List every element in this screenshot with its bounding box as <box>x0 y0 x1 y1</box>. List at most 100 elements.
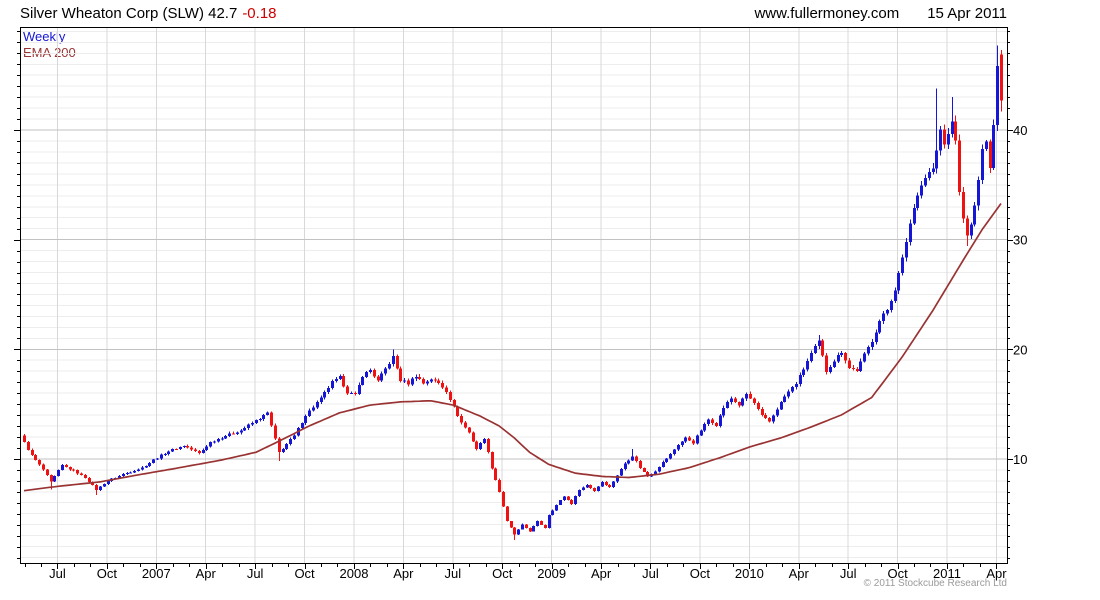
copyright-notice: © 2011 Stockcube Research Ltd <box>863 578 1007 589</box>
candle-down <box>821 340 824 356</box>
candle-up <box>536 521 539 527</box>
x-axis-label: Jul <box>445 566 462 581</box>
chart-date: 15 Apr 2011 <box>927 5 1007 22</box>
candle-up <box>255 420 258 424</box>
candle-down <box>768 417 771 422</box>
x-axis-label: Oct <box>294 566 315 581</box>
candle-up <box>977 179 980 206</box>
candle-up <box>403 380 406 382</box>
candle-down <box>460 415 463 423</box>
candle-up <box>243 428 246 431</box>
candle-down <box>194 449 197 452</box>
candle-up <box>426 381 429 384</box>
candle-down <box>475 441 478 450</box>
candle-down <box>270 412 273 426</box>
candle-up <box>57 470 60 476</box>
candle-down <box>966 218 969 236</box>
candle-down <box>692 440 695 444</box>
candle-up <box>722 407 725 416</box>
y-axis-label: 10 <box>1013 452 1027 467</box>
x-axis-label: Oct <box>97 566 118 581</box>
candle-down <box>46 469 49 476</box>
candle-down <box>437 380 440 384</box>
candle-down <box>373 370 376 377</box>
candle-up <box>799 374 802 385</box>
candle-up <box>122 474 125 476</box>
candle-up <box>327 388 330 393</box>
chart-title: Silver Wheaton Corp (SLW) 42.7 -0.18 <box>20 5 277 22</box>
candle-up <box>703 424 706 431</box>
candle-down <box>958 140 961 192</box>
candle-up <box>126 472 129 475</box>
candle-up <box>992 125 995 168</box>
candle-up <box>871 341 874 348</box>
candle-down <box>593 488 596 491</box>
candle-down <box>38 460 41 465</box>
candle-up <box>772 415 775 422</box>
candle-up <box>479 442 482 450</box>
candle-up <box>517 529 520 535</box>
candle-up <box>365 372 368 378</box>
x-axis-label: Apr <box>196 566 217 581</box>
candle-up <box>304 415 307 424</box>
candle-down <box>989 141 992 168</box>
candle-up <box>369 370 372 373</box>
candle-down <box>441 383 444 388</box>
legend-weekly: Weekly <box>23 29 66 44</box>
candle-down <box>50 475 53 482</box>
candle-down <box>498 479 501 492</box>
candle-down <box>753 398 756 403</box>
candle-up <box>213 441 216 443</box>
candle-up <box>384 368 387 374</box>
candle-up <box>563 496 566 501</box>
x-axis-label: 2010 <box>735 566 764 581</box>
candle-up <box>103 484 106 487</box>
candle-up <box>164 454 167 456</box>
candle-up <box>928 171 931 179</box>
candle-up <box>282 448 285 452</box>
candle-up <box>430 379 433 382</box>
candle-up <box>905 242 908 258</box>
candle-down <box>529 527 532 532</box>
candle-up <box>882 313 885 321</box>
candle-up <box>920 185 923 196</box>
candle-up <box>654 471 657 475</box>
candle-down <box>487 439 490 453</box>
candle-up <box>262 414 265 420</box>
candle-down <box>962 191 965 219</box>
candle-up <box>901 257 904 273</box>
candle-up <box>179 446 182 450</box>
candle-down <box>396 355 399 369</box>
candle-up <box>951 121 954 134</box>
candle-down <box>852 367 855 369</box>
candle-up <box>681 441 684 446</box>
candle-up <box>293 435 296 440</box>
candle-up <box>780 401 783 410</box>
candle-up <box>582 487 585 491</box>
candle-down <box>472 432 475 442</box>
candle-up <box>939 129 942 151</box>
y-gridlines-major <box>20 129 1007 460</box>
candle-up <box>259 419 262 421</box>
candle-down <box>715 423 718 427</box>
x-axis-label: Jul <box>247 566 264 581</box>
candle-up <box>483 439 486 443</box>
candle-down <box>274 425 277 439</box>
ema-line <box>23 202 1002 492</box>
candle-down <box>232 433 235 435</box>
candle-up <box>745 394 748 399</box>
candle-up <box>886 310 889 314</box>
candle-down <box>954 121 957 141</box>
candle-up <box>411 378 414 385</box>
candle-up <box>890 300 893 311</box>
candle-down <box>510 521 513 528</box>
candle-down <box>80 473 83 475</box>
candle-down <box>605 482 608 486</box>
candle-up <box>802 369 805 375</box>
x-gridlines-quarters <box>56 27 997 563</box>
candle-down <box>544 524 547 529</box>
candle-up <box>932 168 935 172</box>
price-change: -0.18 <box>242 5 277 22</box>
candle-up <box>913 207 916 224</box>
candle-down <box>42 464 45 470</box>
